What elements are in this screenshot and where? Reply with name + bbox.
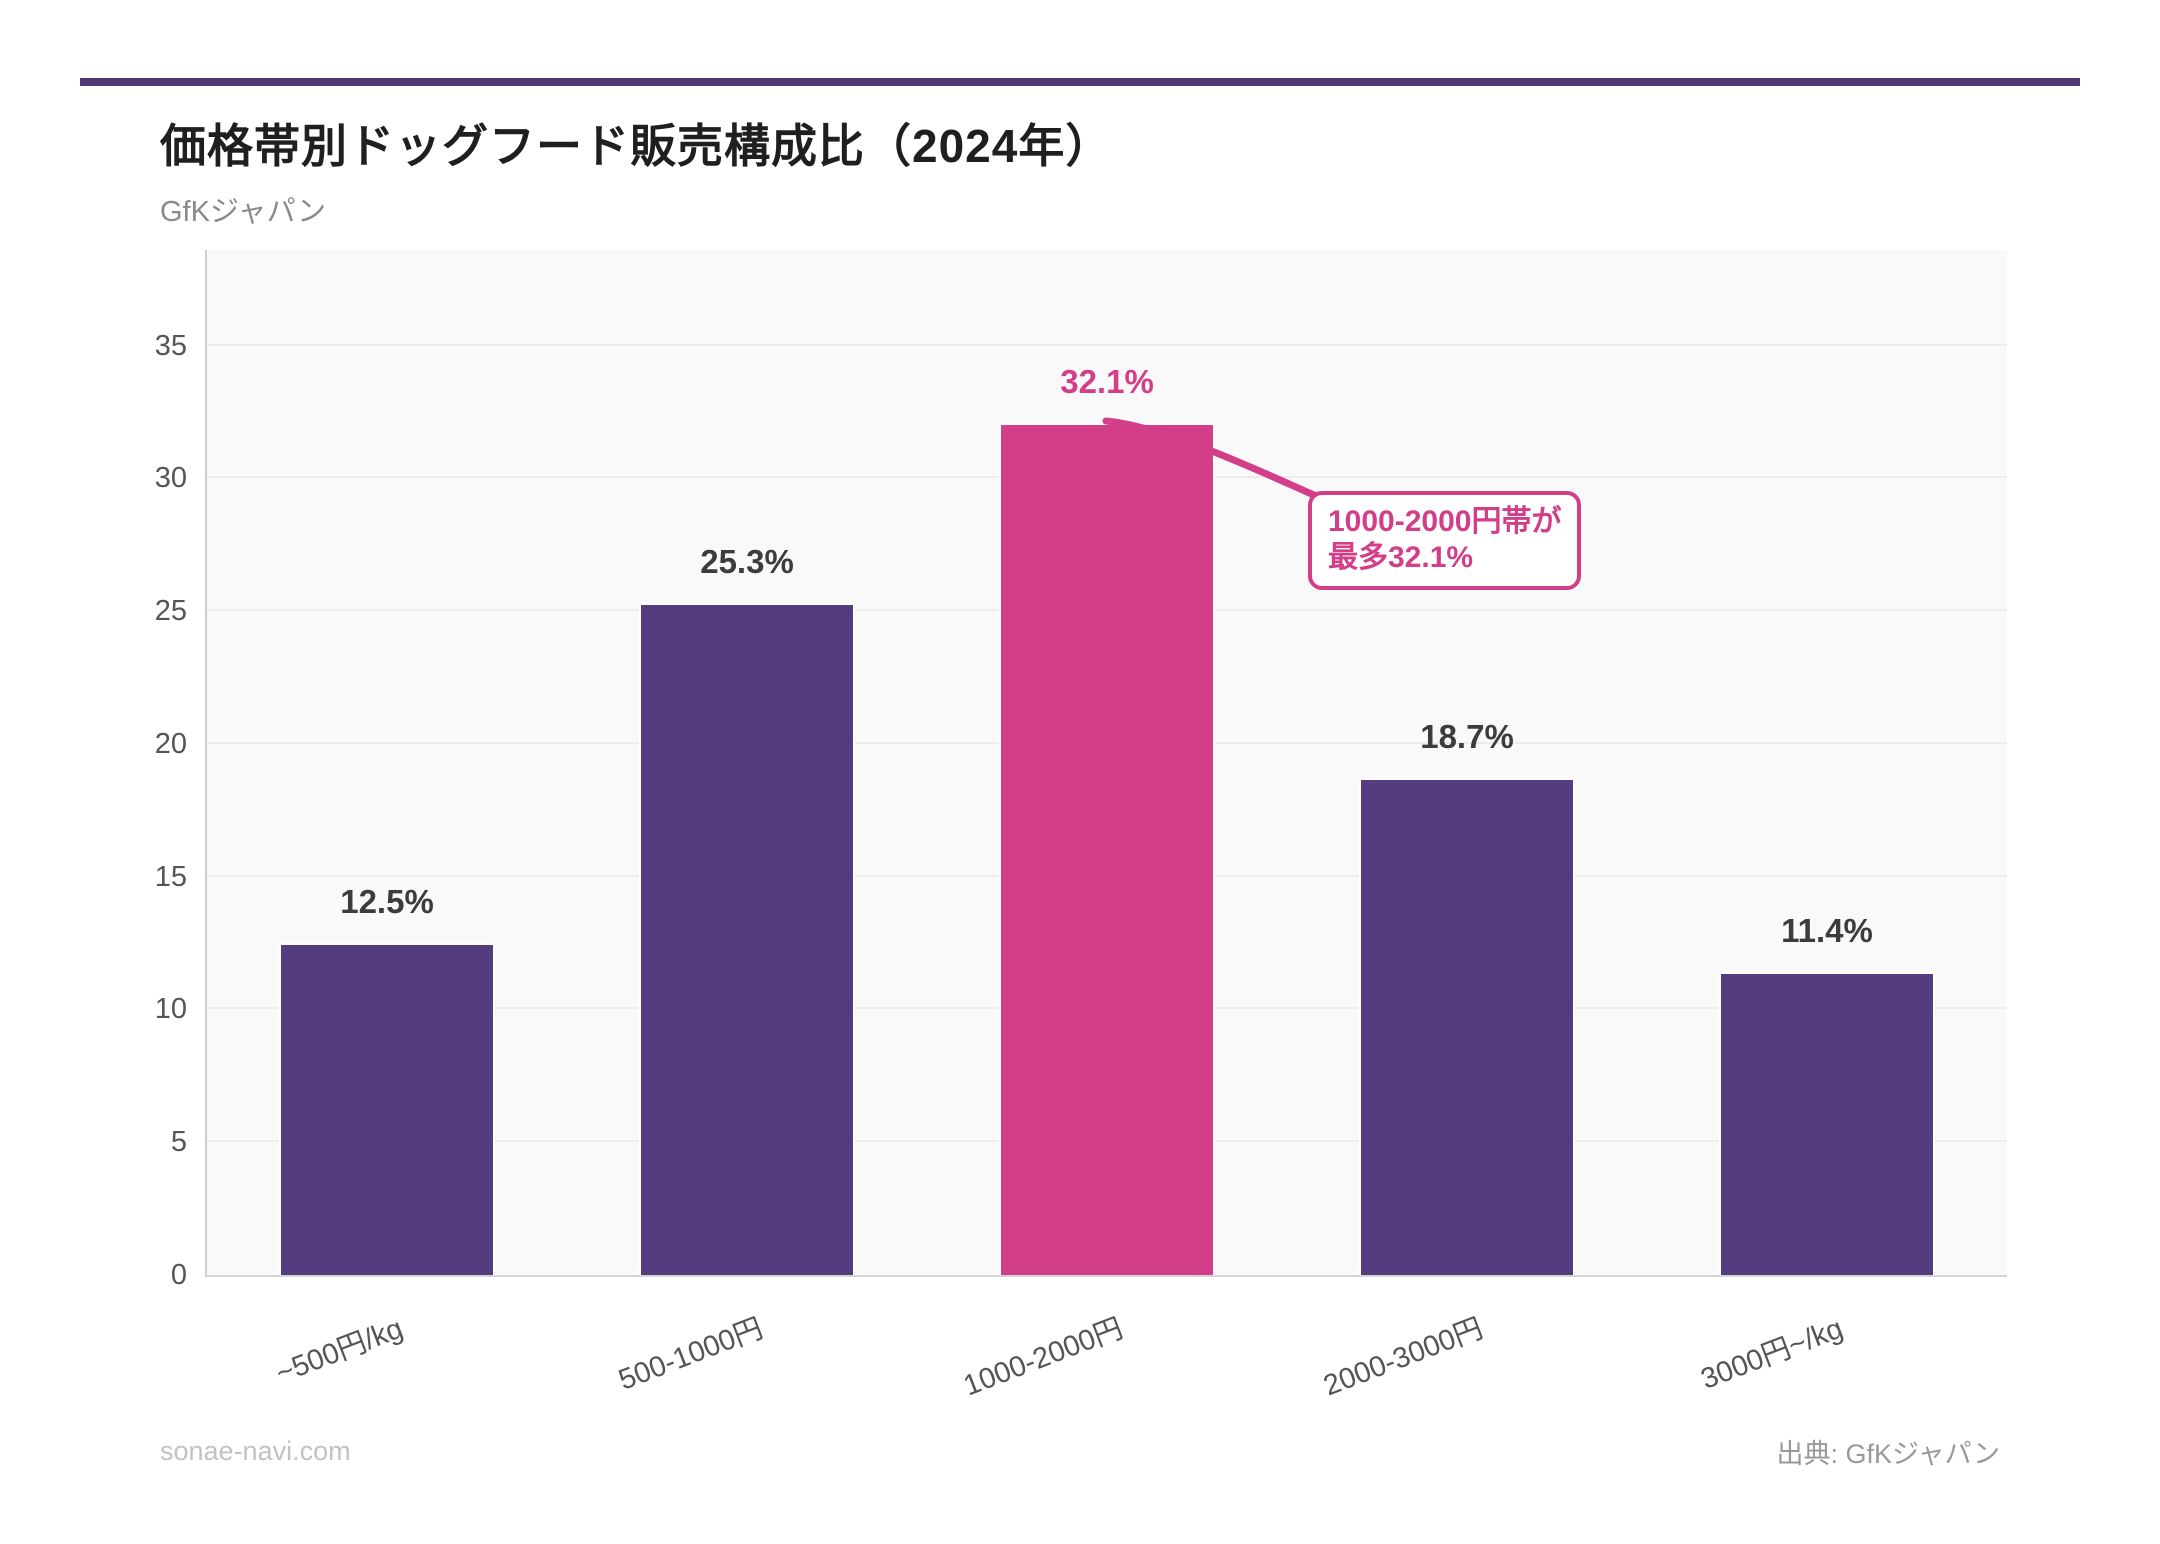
y-tick-5: 5: [170, 1126, 187, 1159]
value-label-0: 12.5%: [340, 883, 434, 921]
plot-area: 12.5% 25.3% 32.1% 18.7% 11.4%: [205, 250, 2007, 1277]
y-tick-10: 10: [154, 993, 187, 1026]
y-tick-20: 20: [154, 727, 187, 760]
value-label-3: 18.7%: [1420, 718, 1514, 756]
page-subtitle: GfKジャパン: [160, 196, 326, 228]
bar-2-1000-2000円: [999, 422, 1215, 1275]
value-label-1: 25.3%: [700, 543, 794, 581]
x-label-2: 1000-2000円: [959, 1312, 1128, 1403]
accent-rule: [80, 78, 2080, 86]
x-label-1: 500-1000円: [614, 1312, 768, 1397]
x-label-4: 3000円~/kg: [1696, 1312, 1848, 1396]
footer-site: sonae-navi.com: [160, 1436, 351, 1466]
footer-source: 出典: GfKジャパン: [1776, 1439, 2000, 1469]
bar-3-2000-3000円: [1359, 778, 1575, 1275]
annotation-line-2: 最多32.1%: [1328, 541, 1474, 574]
x-label-0: ~500円/kg: [271, 1312, 408, 1391]
y-tick-25: 25: [154, 595, 187, 628]
gridline-35: [207, 343, 2007, 346]
value-label-2: 32.1%: [1060, 362, 1154, 400]
bar-0-~500円/kg: [279, 943, 495, 1275]
bar-4-3000円~/kg: [1719, 972, 1935, 1275]
annotation-callout: 1000-2000円帯が 最多32.1%: [1308, 491, 1582, 590]
y-tick-0: 0: [170, 1259, 187, 1291]
y-tick-30: 30: [154, 462, 187, 495]
page-title: 価格帯別ドッグフード販売構成比（2024年）: [160, 120, 1113, 172]
annotation-line-1: 1000-2000円帯が: [1328, 505, 1562, 538]
y-tick-35: 35: [154, 329, 187, 362]
bar-1-500-1000円: [639, 603, 855, 1275]
x-label-3: 2000-3000円: [1319, 1312, 1488, 1403]
y-tick-15: 15: [154, 860, 187, 893]
value-label-4: 11.4%: [1781, 912, 1873, 950]
